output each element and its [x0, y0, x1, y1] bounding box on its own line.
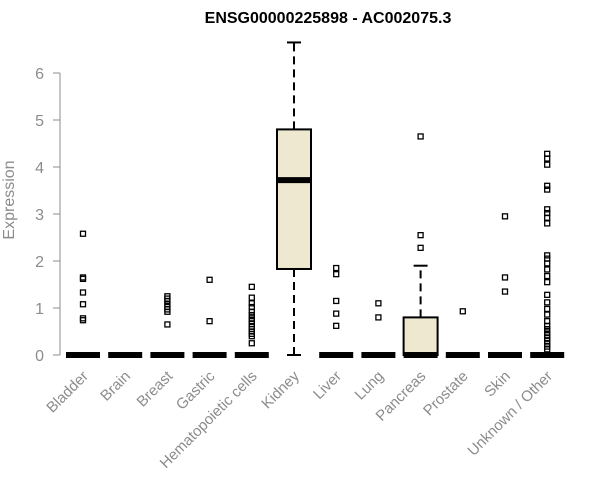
outlier-point	[544, 182, 551, 189]
outlier-point	[333, 264, 340, 272]
outlier-point	[206, 318, 213, 325]
outlier-point	[417, 231, 424, 239]
y-axis-label: Expression	[1, 160, 18, 239]
outlier-point	[544, 186, 551, 193]
outlier-point	[164, 321, 171, 328]
chart-title: ENSG00000225898 - AC002075.3	[205, 10, 452, 27]
outlier-point	[248, 340, 255, 347]
outlier-point	[79, 275, 87, 283]
y-axis: 0 1 2 3 4 5 6	[35, 66, 61, 365]
outlier-point	[544, 325, 551, 333]
boxes-group	[66, 41, 565, 358]
outlier-point	[544, 161, 551, 168]
y-tick-label: 2	[35, 254, 44, 271]
box-lung	[361, 300, 396, 358]
outlier-point	[544, 252, 551, 259]
box-breast	[150, 293, 185, 358]
outlier-point	[544, 346, 551, 353]
outlier-point	[248, 311, 255, 319]
outlier-point	[79, 230, 87, 237]
outlier-point	[459, 308, 466, 315]
x-tick-label: Brain	[97, 368, 134, 405]
outlier-point	[79, 274, 87, 281]
outlier-point	[79, 289, 87, 296]
outlier-point	[544, 311, 551, 318]
y-tick-label: 6	[35, 66, 44, 83]
x-tick-label: Liver	[310, 368, 345, 403]
x-tick-label: Breast	[134, 367, 177, 410]
box-gastric	[192, 276, 227, 358]
outlier-point	[206, 276, 213, 283]
outlier-point	[375, 300, 382, 307]
box-liver	[319, 264, 354, 358]
outlier-point	[544, 155, 551, 162]
outlier-point	[544, 260, 551, 267]
box-kidney	[276, 41, 312, 356]
outlier-point	[333, 310, 340, 317]
outlier-point	[544, 266, 551, 273]
outlier-point	[333, 297, 340, 305]
outlier-point	[79, 317, 87, 324]
x-tick-label: Kidney	[258, 367, 303, 412]
box-iqr	[402, 316, 439, 356]
outlier-point	[544, 322, 551, 330]
box-iqr	[276, 128, 312, 270]
outlier-point	[501, 274, 509, 281]
box-pancreas	[402, 133, 439, 358]
outlier-point	[333, 271, 340, 278]
box-unknown-other	[530, 150, 565, 358]
box-bladder	[66, 230, 100, 358]
box-skin	[488, 213, 522, 358]
y-tick-label: 3	[35, 207, 44, 224]
y-tick-label: 4	[35, 160, 44, 177]
box-hematopoietic-cells	[234, 283, 269, 358]
x-tick-label: Skin	[481, 368, 514, 401]
outlier-point	[417, 244, 424, 251]
x-tick-label: Lung	[352, 368, 388, 404]
outlier-point	[248, 308, 255, 315]
outlier-point	[544, 278, 551, 286]
outlier-point	[544, 206, 551, 213]
outlier-point	[164, 308, 171, 315]
outlier-point	[544, 299, 551, 306]
outlier-point	[375, 314, 382, 321]
outlier-point	[544, 220, 551, 227]
outlier-point	[417, 133, 424, 140]
outlier-point	[544, 272, 551, 280]
outlier-point	[544, 305, 551, 313]
y-tick-label: 0	[35, 348, 44, 365]
outlier-point	[544, 291, 551, 298]
outlier-point	[248, 283, 255, 291]
y-tick-label: 1	[35, 301, 44, 318]
outlier-point	[333, 322, 340, 330]
outlier-point	[164, 297, 171, 305]
outlier-point	[501, 288, 509, 295]
outlier-point	[248, 300, 255, 307]
box-prostate	[445, 308, 480, 358]
outlier-point	[248, 294, 255, 301]
x-tick-label: Bladder	[43, 368, 92, 417]
outlier-point	[501, 213, 509, 220]
outlier-point	[248, 333, 255, 340]
x-tick-label: Prostate	[420, 368, 472, 420]
outlier-point	[79, 301, 87, 308]
y-tick-label: 5	[35, 113, 44, 130]
